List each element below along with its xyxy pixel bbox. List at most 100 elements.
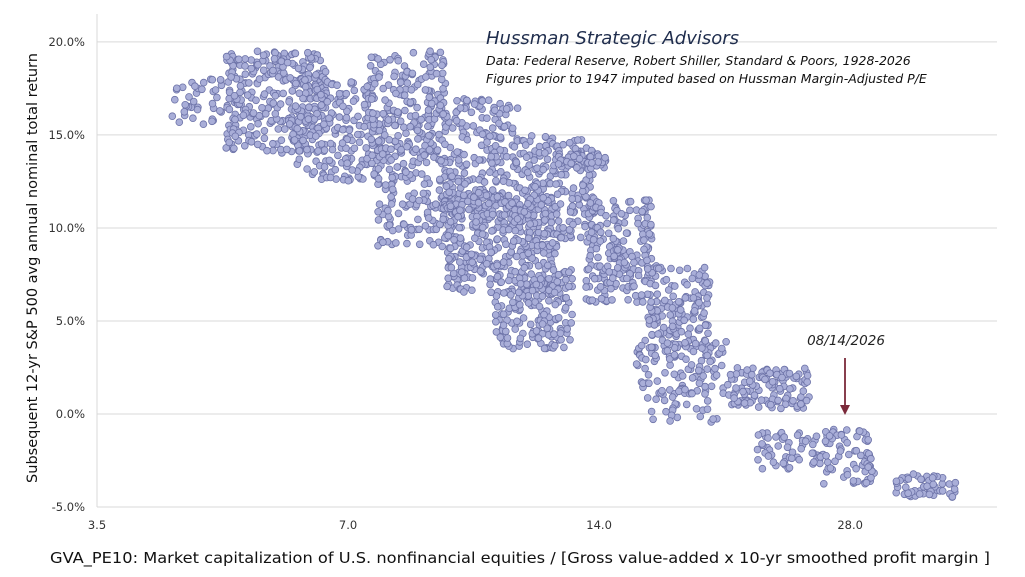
data-point xyxy=(703,351,711,360)
data-point xyxy=(491,311,500,319)
data-point xyxy=(775,384,784,393)
data-point xyxy=(241,55,250,63)
data-point xyxy=(247,138,256,146)
data-point xyxy=(647,343,656,352)
data-point xyxy=(363,82,372,91)
data-point xyxy=(513,104,522,112)
data-point xyxy=(556,329,565,338)
data-point xyxy=(387,193,395,201)
data-point xyxy=(704,329,712,338)
data-point xyxy=(260,90,269,98)
data-point xyxy=(460,169,469,177)
data-point xyxy=(436,48,445,57)
data-point xyxy=(375,200,384,209)
data-point xyxy=(917,475,925,484)
data-point xyxy=(559,224,567,232)
data-point xyxy=(493,272,502,281)
data-point xyxy=(569,220,577,229)
data-point xyxy=(643,256,651,265)
data-point xyxy=(661,368,669,377)
data-point xyxy=(488,227,496,235)
data-point xyxy=(388,226,397,235)
data-point xyxy=(407,86,416,94)
data-point xyxy=(485,168,494,177)
data-point xyxy=(674,297,683,306)
data-point xyxy=(401,106,409,115)
data-point xyxy=(684,330,693,339)
data-point xyxy=(651,281,660,290)
data-point xyxy=(650,321,659,329)
data-point xyxy=(634,271,643,280)
data-point xyxy=(271,91,280,100)
data-point xyxy=(247,123,255,131)
data-point xyxy=(950,485,959,493)
data-point xyxy=(801,437,810,446)
data-point xyxy=(367,53,376,62)
data-point xyxy=(475,156,484,164)
data-point xyxy=(387,156,395,164)
data-point xyxy=(680,316,688,325)
data-point xyxy=(523,168,532,177)
data-point xyxy=(484,199,493,208)
data-point xyxy=(435,186,444,194)
data-point xyxy=(496,168,505,176)
data-point xyxy=(772,433,780,441)
data-point xyxy=(703,365,711,373)
data-point xyxy=(560,343,568,352)
data-point xyxy=(491,142,500,150)
data-point xyxy=(299,136,307,145)
data-point xyxy=(355,138,364,147)
data-point xyxy=(342,113,351,122)
data-point xyxy=(849,477,858,485)
data-point xyxy=(415,225,423,234)
data-point xyxy=(524,200,532,208)
data-point xyxy=(487,152,496,161)
data-point xyxy=(808,440,817,449)
data-point xyxy=(665,355,674,363)
data-point xyxy=(320,146,329,154)
data-point xyxy=(476,255,485,264)
data-point xyxy=(403,142,411,151)
data-point xyxy=(647,298,655,306)
data-point xyxy=(181,101,190,109)
data-point xyxy=(290,136,299,144)
data-point xyxy=(385,136,394,144)
data-point xyxy=(239,111,248,120)
data-point xyxy=(701,337,710,345)
data-point xyxy=(651,351,659,360)
data-point xyxy=(439,110,448,118)
data-point xyxy=(520,208,529,216)
data-point xyxy=(453,97,461,105)
data-point xyxy=(670,282,679,290)
x-axis-ticks: 3.5 7.0 14.0 28.0 xyxy=(88,518,863,532)
data-point xyxy=(754,431,763,439)
data-point xyxy=(717,344,726,353)
data-point xyxy=(766,369,774,378)
data-point xyxy=(378,150,387,158)
data-point xyxy=(180,108,189,116)
data-point xyxy=(493,261,502,270)
data-point xyxy=(533,164,541,173)
y-tick-label: -5.0% xyxy=(52,500,85,514)
data-point xyxy=(550,288,559,297)
data-point xyxy=(367,95,376,103)
data-point xyxy=(499,321,508,330)
x-tick-label: 7.0 xyxy=(339,518,357,532)
data-point xyxy=(637,291,646,299)
data-point xyxy=(778,373,786,382)
data-point xyxy=(413,103,421,112)
data-point xyxy=(537,201,546,209)
data-point xyxy=(445,255,453,263)
data-point xyxy=(609,234,618,243)
data-point xyxy=(682,355,690,364)
data-point xyxy=(892,477,901,486)
data-point xyxy=(480,178,489,186)
data-point xyxy=(700,263,709,272)
data-point xyxy=(800,364,809,373)
data-point xyxy=(335,89,344,98)
data-point xyxy=(400,220,408,229)
data-point xyxy=(594,158,602,166)
data-point xyxy=(596,282,605,291)
data-point xyxy=(904,475,913,483)
data-point xyxy=(626,197,635,206)
